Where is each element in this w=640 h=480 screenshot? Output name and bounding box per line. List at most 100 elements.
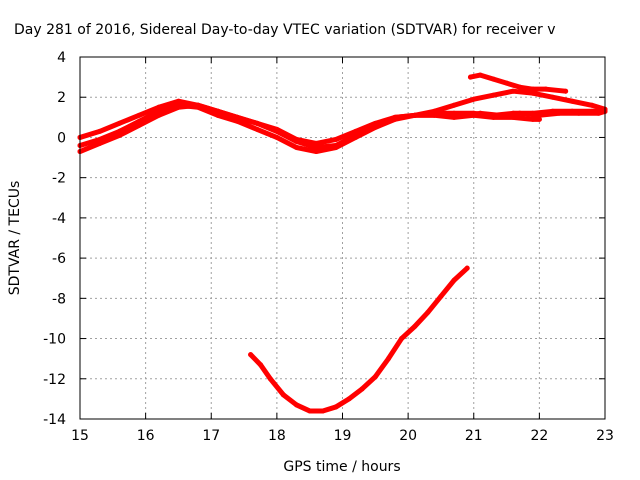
data-point: [477, 110, 483, 116]
data-point: [451, 110, 457, 116]
data-point: [320, 408, 326, 414]
data-point: [175, 98, 181, 104]
data-point: [274, 126, 280, 132]
data-point: [385, 356, 391, 362]
series-4: [467, 72, 569, 94]
plot-frame: [79, 56, 606, 420]
x-tick-label: 15: [71, 428, 89, 444]
data-point: [294, 145, 300, 150]
data-point: [257, 362, 263, 368]
data-point: [438, 293, 444, 299]
data-point: [136, 112, 142, 118]
data-series: [77, 72, 608, 414]
data-point: [504, 80, 510, 86]
data-point: [451, 277, 457, 283]
data-point: [431, 108, 437, 114]
data-point: [156, 104, 162, 110]
data-point: [490, 76, 496, 82]
data-point: [294, 402, 300, 408]
series-line: [77, 88, 608, 146]
series-5: [464, 108, 608, 118]
y-tick-label: -10: [43, 332, 66, 348]
data-point: [175, 104, 181, 110]
data-point: [274, 134, 280, 140]
y-tick-label: -12: [43, 372, 66, 388]
data-point: [471, 96, 477, 102]
data-point: [530, 116, 536, 122]
data-point: [372, 374, 378, 380]
x-tick-label: 23: [596, 428, 614, 444]
data-point: [307, 408, 313, 414]
data-point: [595, 110, 601, 116]
data-point: [313, 145, 319, 150]
y-tick-label: -8: [52, 291, 66, 307]
data-point: [497, 112, 503, 118]
data-point: [346, 396, 352, 402]
data-point: [510, 88, 516, 94]
data-point: [392, 114, 398, 120]
data-point: [116, 132, 122, 138]
y-tick-label: 0: [57, 130, 66, 146]
data-point: [97, 140, 103, 146]
data-point: [464, 112, 470, 118]
x-tick-label: 17: [202, 428, 220, 444]
x-tick-label: 20: [399, 428, 417, 444]
data-point: [412, 323, 418, 329]
data-point: [477, 72, 483, 78]
data-point: [313, 140, 319, 146]
data-point: [333, 142, 339, 148]
data-point: [467, 74, 473, 80]
data-point: [136, 122, 142, 128]
data-point: [195, 102, 201, 108]
y-tick-label: -4: [52, 211, 66, 227]
data-point: [464, 265, 470, 271]
y-tick-label: -6: [52, 251, 66, 267]
data-point: [333, 404, 339, 410]
x-tick-labels: 15 16 17 18 19 20 21 22 23: [71, 428, 614, 444]
x-tick-label: 18: [268, 428, 286, 444]
data-point: [517, 84, 523, 90]
data-point: [235, 114, 240, 120]
data-point: [372, 120, 378, 126]
data-point: [451, 114, 457, 120]
series-6: [248, 265, 470, 414]
series-line: [248, 265, 470, 414]
data-point: [589, 102, 595, 108]
data-point: [333, 136, 339, 142]
data-point: [294, 136, 300, 142]
data-point: [550, 94, 555, 100]
data-point: [353, 128, 359, 134]
y-tick-labels: 4 2 0 -2 -4 -6 -8 -10 -12 -14: [43, 50, 66, 428]
data-point: [543, 86, 549, 92]
data-point: [536, 116, 542, 122]
data-point: [156, 112, 162, 118]
x-axis-label: GPS time / hours: [283, 459, 400, 475]
data-point: [569, 98, 575, 104]
y-axis-label: SDTVAR / TECUs: [7, 181, 23, 296]
y-tick-label: 2: [57, 90, 66, 106]
chart-title: Day 281 of 2016, Sidereal Day-to-day VTE…: [14, 22, 556, 38]
data-point: [530, 90, 536, 96]
data-point: [412, 112, 418, 118]
data-point: [530, 86, 536, 92]
data-point: [556, 110, 562, 116]
data-point: [425, 309, 431, 315]
x-tick-label: 21: [465, 428, 483, 444]
data-point: [280, 392, 286, 398]
y-tick-label: 4: [57, 50, 66, 66]
data-point: [451, 102, 457, 108]
y-tick-label: -2: [52, 171, 66, 187]
data-point: [399, 336, 405, 342]
x-tick-label: 19: [334, 428, 352, 444]
data-point: [517, 110, 523, 116]
data-point: [248, 352, 254, 358]
data-point: [215, 108, 221, 114]
x-tick-label: 22: [530, 428, 548, 444]
data-point: [313, 149, 319, 155]
data-point: [116, 120, 122, 126]
data-point: [576, 110, 582, 116]
data-point: [254, 120, 260, 126]
data-point: [359, 386, 365, 392]
series-3: [77, 88, 608, 146]
